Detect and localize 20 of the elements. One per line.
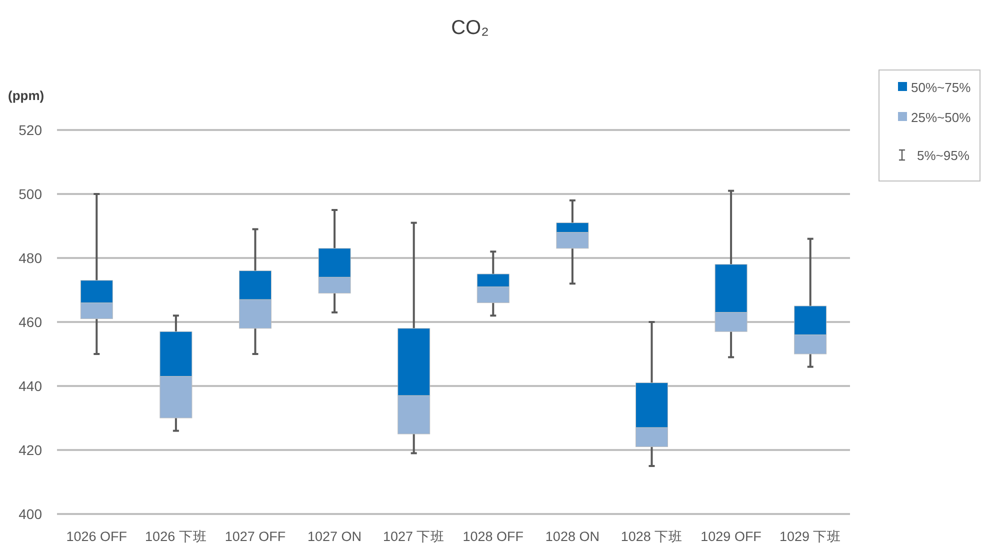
x-tick-label: 1027 ON xyxy=(308,529,362,544)
y-tick-label: 400 xyxy=(18,506,42,522)
y-tick-label: 520 xyxy=(18,122,42,138)
x-tick-label: 1027 OFF xyxy=(224,529,286,544)
chart-title: CO₂ xyxy=(451,17,489,39)
y-tick-label: 480 xyxy=(18,250,42,266)
x-tick-label: 1027 下班 xyxy=(382,529,445,544)
x-tick-label: 1028 ON xyxy=(545,529,600,544)
x-tick-label: 1029 下班 xyxy=(779,529,842,544)
y-tick-label: 460 xyxy=(18,314,42,330)
x-tick-label: 1028 OFF xyxy=(462,529,524,544)
x-tick-label: 1026 下班 xyxy=(145,529,207,544)
x-tick-label: 1029 OFF xyxy=(700,529,762,544)
y-tick-label: 500 xyxy=(18,186,42,202)
y-axis-title: (ppm) xyxy=(8,88,44,103)
y-tick-label: 420 xyxy=(18,442,42,458)
x-tick-label: 1028 下班 xyxy=(620,529,683,544)
y-tick-label: 440 xyxy=(18,378,42,394)
legend: 50%~75% 25%~50% 5%~95% xyxy=(878,70,980,182)
x-tick-label: 1026 OFF xyxy=(66,529,128,544)
